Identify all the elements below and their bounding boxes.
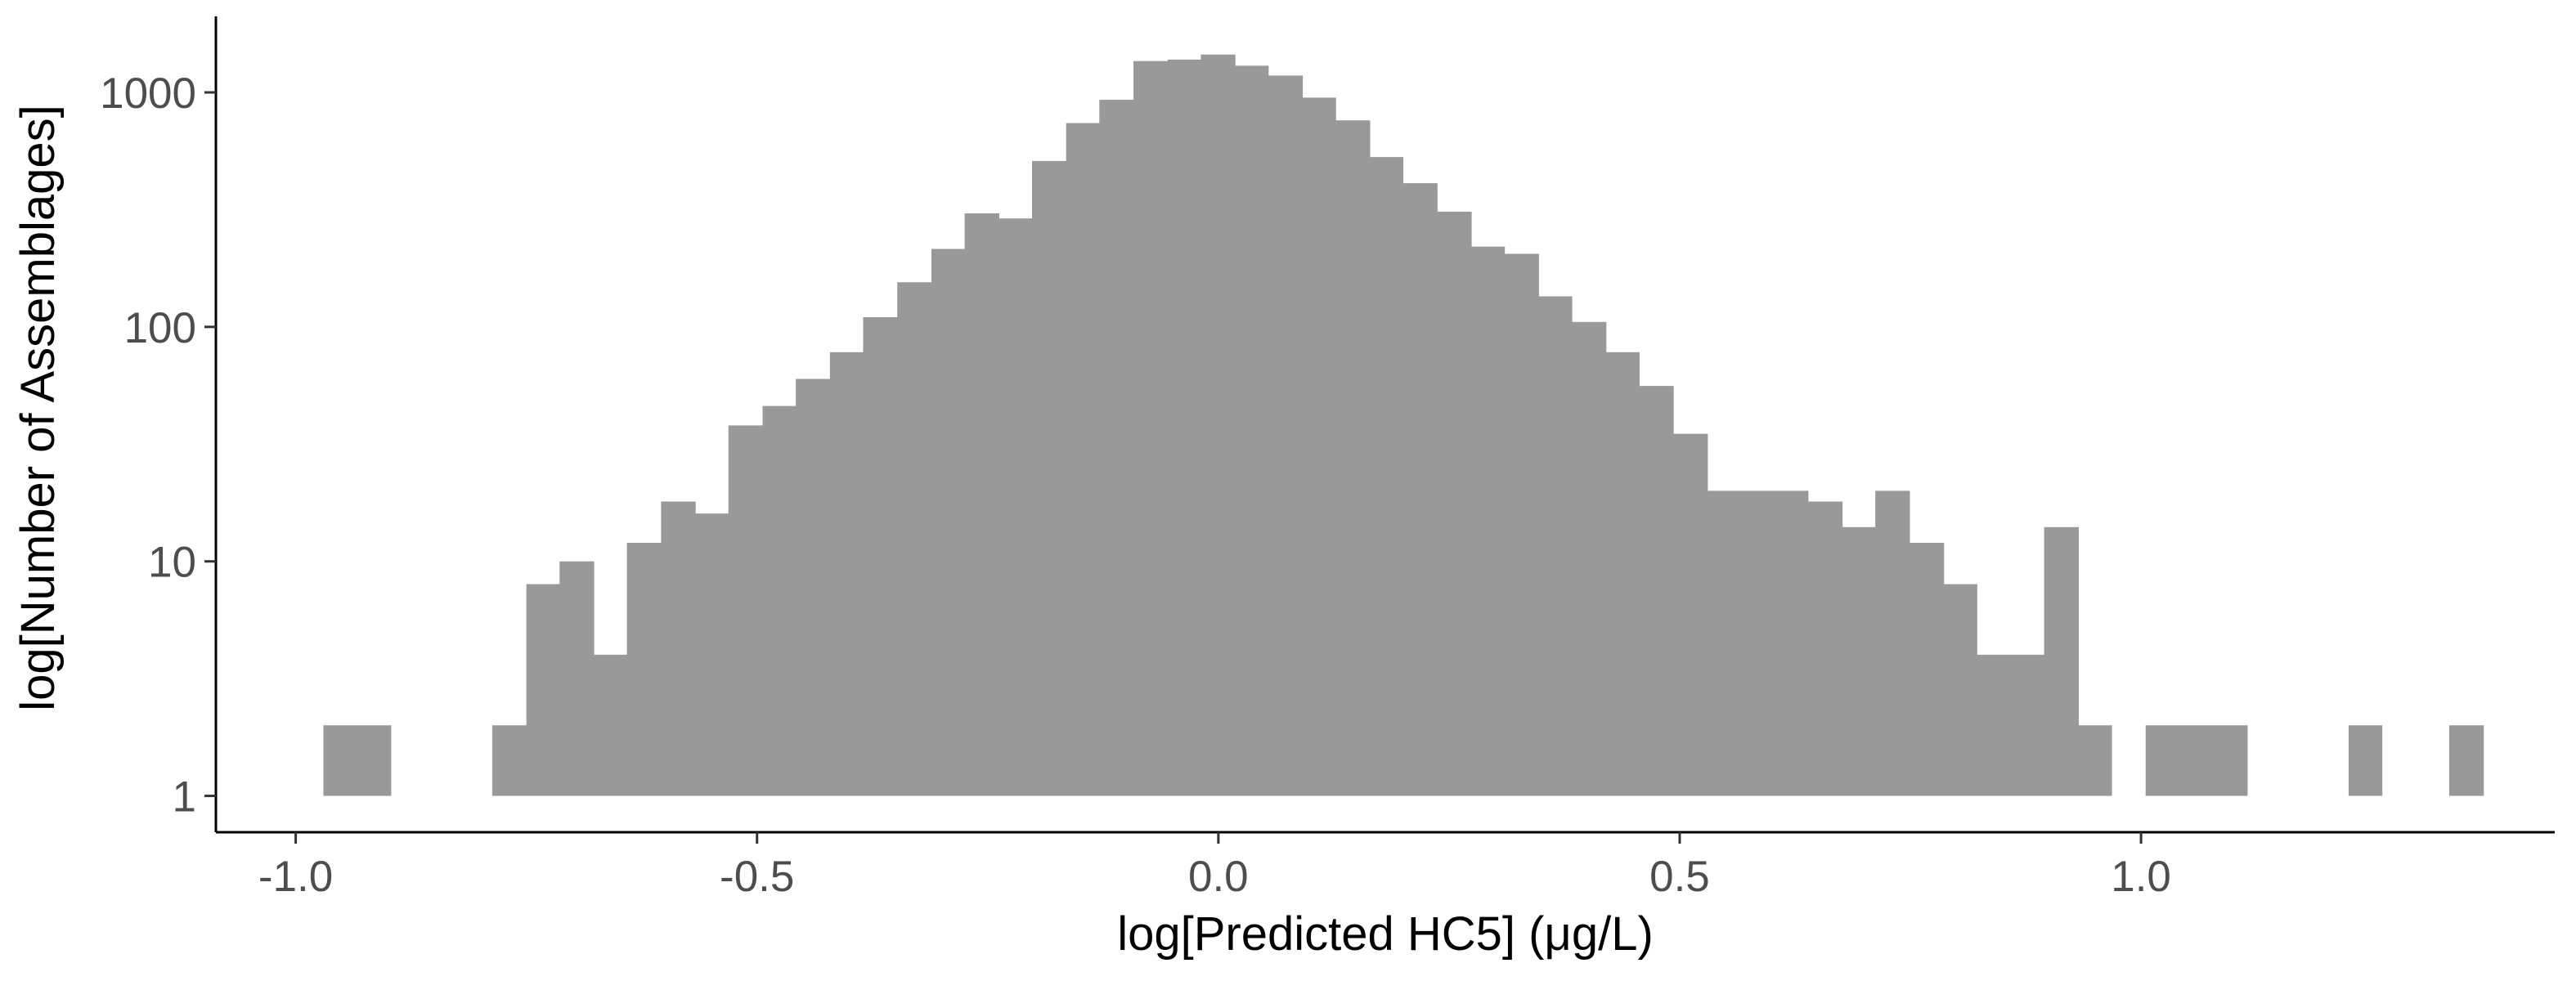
histogram-bar [863, 317, 898, 796]
x-tick-label: 0.5 [1649, 853, 1710, 901]
histogram-bar [1437, 211, 1472, 796]
histogram-bar [1235, 65, 1269, 796]
histogram-bars [323, 54, 2484, 796]
histogram-bar [1639, 386, 1674, 796]
histogram-bar [1977, 654, 2012, 796]
x-tick-label: 1.0 [2111, 853, 2171, 901]
histogram-bar [1402, 183, 1438, 796]
histogram-bar [1133, 60, 1169, 796]
x-axis-title: log[Predicted HC5] (μg/L) [1117, 907, 1654, 961]
x-axis-ticks: -1.0 -0.5 0.0 0.5 1.0 [258, 832, 2171, 901]
histogram-bar [1031, 160, 1067, 796]
histogram-bar [1200, 54, 1236, 796]
histogram-bar [1807, 501, 1843, 796]
histogram-bar [1167, 59, 1202, 796]
histogram-bar [1369, 157, 1404, 796]
histogram-bar [1740, 490, 1775, 796]
histogram-bar [2011, 654, 2045, 796]
histogram-bar [661, 501, 696, 796]
y-tick-label: 1 [173, 773, 196, 822]
y-tick-label: 10 [148, 539, 196, 587]
histogram-bar [1066, 123, 1100, 796]
histogram-bar [931, 249, 966, 796]
y-tick-label: 100 [124, 304, 196, 352]
histogram-bar [999, 218, 1033, 796]
histogram-bar [2348, 725, 2383, 796]
histogram-bar [897, 282, 932, 796]
histogram-bar [626, 543, 662, 796]
histogram-bar [796, 379, 831, 796]
histogram-bar [2078, 725, 2112, 796]
histogram-bar [1707, 490, 1742, 796]
histogram-bar [594, 654, 628, 796]
histogram-bar [1504, 253, 1539, 796]
histogram-bar [1875, 490, 1910, 796]
histogram-bar [1335, 120, 1371, 796]
x-tick-label: -0.5 [720, 853, 794, 901]
histogram-bar [1268, 75, 1304, 796]
histogram-bar [2448, 725, 2484, 796]
histogram-bar [1571, 321, 1607, 796]
histogram-bar [1943, 584, 1977, 796]
histogram-bar [829, 352, 864, 796]
histogram-bar [2145, 725, 2248, 796]
histogram-bar [1673, 433, 1708, 796]
y-tick-label: 1000 [100, 69, 196, 118]
histogram-bar [1842, 526, 1876, 796]
histogram-bar [1909, 543, 1945, 796]
histogram-bar [1302, 97, 1336, 796]
y-axis-ticks: 1 10 100 1000 [100, 69, 216, 822]
x-tick-label: 0.0 [1188, 853, 1249, 901]
histogram-bar [1470, 246, 1506, 796]
histogram-bar [1775, 490, 1809, 796]
histogram-bar [559, 561, 595, 796]
histogram-bar [526, 584, 560, 796]
x-tick-label: -1.0 [258, 853, 333, 901]
histogram-bar [1538, 296, 1573, 796]
histogram-bar [695, 513, 729, 796]
histogram-bar [1605, 352, 1640, 796]
histogram-bar [762, 405, 797, 796]
histogram-bar [323, 725, 392, 796]
histogram-bar [1099, 100, 1134, 796]
histogram-bar [728, 425, 764, 796]
y-axis-title: log[Number of Assemblages] [11, 105, 65, 710]
histogram-bar [964, 213, 999, 796]
histogram-bar [491, 725, 527, 796]
histogram-bar [2044, 526, 2079, 796]
